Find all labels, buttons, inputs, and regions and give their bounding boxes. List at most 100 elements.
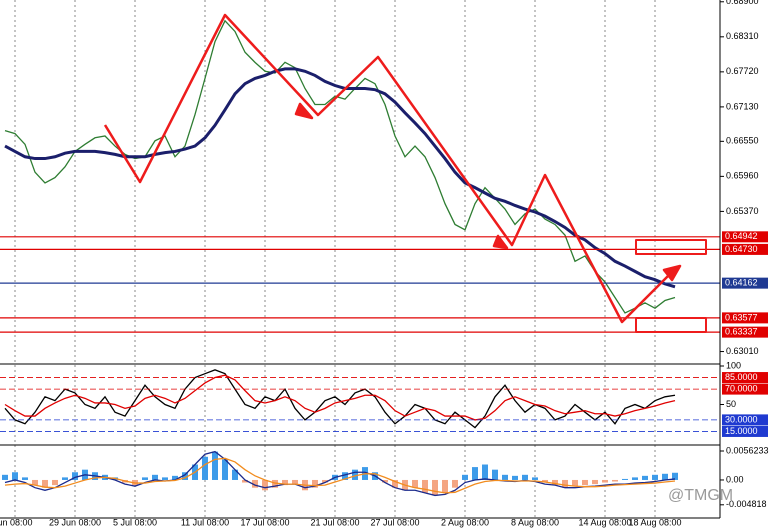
histogram-bar: [52, 479, 58, 486]
histogram-bar: [252, 479, 258, 488]
y-tick-label: 0.66550: [726, 136, 759, 146]
histogram-bar: [62, 477, 68, 480]
histogram-bar: [482, 464, 488, 480]
series-line: [4, 374, 676, 421]
series-line: [4, 19, 676, 314]
arrow-head: [492, 234, 509, 250]
y-tick-label: 0.67130: [726, 101, 759, 111]
histogram-bar: [42, 479, 48, 488]
histogram-bar: [222, 459, 228, 480]
histogram-bar: [492, 469, 498, 480]
histogram-bar: [592, 479, 598, 485]
y-tick-label: 0.65370: [726, 206, 759, 216]
histogram-bar: [522, 474, 528, 480]
histogram-bar: [532, 477, 538, 480]
level-label-bg: [722, 383, 768, 395]
y-tick-label: -0.004818: [726, 499, 767, 509]
histogram-bar: [182, 472, 188, 480]
histogram-bar: [242, 479, 248, 483]
histogram-bar: [312, 479, 318, 488]
plot-layer: [0, 19, 770, 519]
series-line: [4, 457, 676, 494]
histogram-bar: [262, 479, 268, 491]
y-tick-label: 0.0056233: [726, 445, 769, 455]
level-label: 0.63337: [725, 327, 758, 337]
x-tick-label: 18 Aug 08:00: [628, 517, 681, 527]
histogram-bar: [22, 477, 28, 480]
level-label: 0.64730: [725, 244, 758, 254]
histogram-bar: [412, 479, 418, 488]
y-tick-label: 100: [726, 360, 741, 370]
histogram-bar: [542, 479, 548, 483]
series-line: [4, 369, 676, 429]
level-label: 70.0000: [725, 383, 758, 393]
histogram-bar: [352, 469, 358, 480]
histogram-bar: [472, 467, 478, 480]
x-tick-label: 14 Aug 08:00: [578, 517, 631, 527]
arrow-head: [662, 264, 682, 282]
histogram-bar: [72, 472, 78, 480]
watermark: @TMGM: [668, 487, 733, 504]
y-tick-label: 0.00: [726, 474, 744, 484]
histogram-bar: [442, 479, 448, 493]
histogram-bar: [202, 456, 208, 480]
x-tick-label: 21 Jul 08:00: [310, 517, 359, 527]
level-label: 85.0000: [725, 372, 758, 382]
level-label-bg: [722, 312, 768, 324]
zigzag: [103, 13, 673, 324]
level-label-bg: [722, 277, 768, 289]
y-tick-label: 0.63010: [726, 346, 759, 356]
histogram-bar: [562, 479, 568, 488]
x-tick-label: 11 Jul 08:00: [181, 517, 229, 527]
histogram-bar: [162, 477, 168, 480]
histogram-bar: [602, 479, 608, 483]
histogram-bar: [452, 479, 458, 488]
x-tick-label: 27 Jul 08:00: [370, 517, 419, 527]
histogram-bar: [642, 475, 648, 480]
axis-background: [720, 0, 770, 530]
level-label: 0.63577: [725, 312, 758, 322]
level-label-bg: [722, 425, 768, 437]
histogram-bar: [612, 479, 618, 482]
histogram-bar: [142, 477, 148, 480]
histogram-bar: [272, 479, 278, 488]
histogram-bar: [282, 479, 288, 486]
y-tick-label: 50: [726, 399, 736, 409]
level-label-bg: [722, 372, 768, 384]
histogram-bar: [392, 479, 398, 488]
annotations: [103, 13, 707, 333]
histogram-bar: [212, 451, 218, 480]
x-tick-label: un 08:00: [0, 517, 33, 527]
level-label-bg: [722, 231, 768, 243]
histogram-bar: [552, 479, 558, 486]
histogram-bar: [12, 472, 18, 480]
histogram-bar: [652, 474, 658, 480]
arrow-head: [294, 102, 314, 120]
histogram-bar: [512, 475, 518, 480]
y-tick-label: 0.68900: [726, 0, 759, 6]
histogram-bar: [632, 477, 638, 480]
y-tick-label: 0.68310: [726, 31, 759, 41]
histogram-bar: [672, 472, 678, 480]
histogram-bar: [432, 479, 438, 496]
x-tick-label: 17 Jul 08:00: [240, 517, 289, 527]
x-tick-label: 5 Jul 08:00: [113, 517, 157, 527]
y-tick-label: 0.65960: [726, 171, 759, 181]
x-tick-label: 2 Aug 08:00: [441, 517, 489, 527]
histogram-bar: [572, 479, 578, 487]
histogram-bar: [502, 474, 508, 480]
zone-box: [635, 317, 707, 333]
level-label-bg: [722, 326, 768, 338]
histogram-bar: [232, 469, 238, 480]
level-label: 15.0000: [725, 426, 758, 436]
x-tick-label: 29 Jun 08:00: [49, 517, 101, 527]
histogram-bar: [152, 474, 158, 480]
histogram-bar: [32, 479, 38, 486]
histogram-bar: [322, 479, 328, 483]
histogram-bar: [292, 479, 298, 485]
histogram-bar: [422, 479, 428, 493]
histogram-bar: [342, 472, 348, 480]
histogram-bar: [622, 478, 628, 480]
